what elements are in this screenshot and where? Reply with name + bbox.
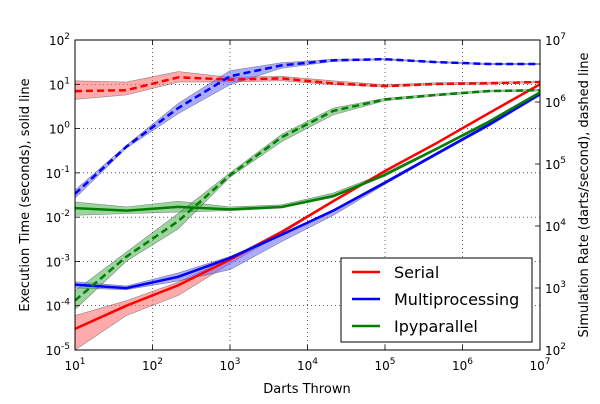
y2-tick-label-exp: 7 — [560, 32, 566, 42]
y2-tick-label: 107 — [545, 32, 566, 48]
x-tick-label-exp: 1 — [80, 357, 86, 367]
y-tick-label-base: 10 — [46, 211, 61, 225]
y-tick-label-base: 10 — [49, 123, 64, 137]
x-tick-label-exp: 6 — [467, 357, 473, 367]
x-tick-label: 103 — [219, 357, 240, 373]
y-tick-label: 102 — [49, 32, 70, 48]
serial-rate-line — [74, 76, 541, 93]
x-tick-label: 102 — [142, 357, 163, 373]
x-tick-label-base: 10 — [374, 359, 389, 373]
legend: Serial Multiprocessing Ipyparallel — [340, 257, 533, 343]
y2-axis-title: Simulation Rate (darts/second), dashed l… — [577, 53, 592, 338]
y-tick-label: 10-1 — [46, 165, 70, 181]
y-tick-label-base: 10 — [46, 300, 61, 314]
y2-tick-label-base: 10 — [545, 344, 560, 358]
x-tick-label-exp: 7 — [545, 357, 551, 367]
y2-tick-label: 105 — [545, 156, 566, 172]
x-tick-label-base: 10 — [64, 359, 79, 373]
y2-tick-label-exp: 2 — [560, 342, 566, 352]
x-tick-label: 105 — [374, 357, 395, 373]
y2-tick-label: 102 — [545, 342, 566, 358]
y2-tick-label-exp: 4 — [560, 218, 566, 228]
multiprocessing-rate-line — [74, 57, 540, 195]
x-tick-label: 104 — [297, 357, 318, 373]
y-tick-label-base: 10 — [49, 34, 64, 48]
x-tick-label-exp: 4 — [312, 357, 318, 367]
legend-label-multiprocessing: Multiprocessing — [394, 290, 519, 309]
x-tick-label: 101 — [64, 357, 85, 373]
y2-tick-label-base: 10 — [545, 220, 560, 234]
y-tick-label-base: 10 — [46, 255, 61, 269]
y-tick-label-base: 10 — [46, 344, 61, 358]
y2-tick-label-exp: 3 — [560, 280, 566, 290]
y-tick-label-exp: 0 — [64, 121, 70, 131]
y-tick-label-exp: -5 — [61, 342, 70, 352]
y-tick-label-exp: -1 — [61, 165, 70, 175]
y-tick-label-exp: 2 — [64, 32, 70, 42]
serial-time-line — [74, 83, 541, 331]
y-tick-label: 101 — [49, 76, 70, 92]
y2-tick-label-base: 10 — [545, 282, 560, 296]
y2-tick-label-base: 10 — [545, 96, 560, 110]
y-tick-label: 10-2 — [46, 209, 70, 225]
y-tick-label-exp: -2 — [61, 209, 70, 219]
x-tick-label-exp: 2 — [157, 357, 163, 367]
y-tick-label-base: 10 — [49, 78, 64, 92]
legend-label-serial: Serial — [394, 263, 439, 282]
y-tick-label: 10-3 — [46, 253, 70, 269]
y-tick-label: 100 — [49, 121, 70, 137]
series-lines — [74, 57, 541, 331]
tick-layer: 101 102 103 104 105 106 10710-510-410-310-210-… — [46, 32, 567, 373]
y-tick-label: 10-5 — [46, 342, 70, 358]
y2-tick-label: 106 — [545, 94, 566, 110]
x-axis-title: Darts Thrown — [263, 382, 350, 397]
y2-tick-label-exp: 6 — [560, 94, 566, 104]
y2-tick-label-base: 10 — [545, 34, 560, 48]
x-tick-label-exp: 5 — [390, 357, 396, 367]
x-tick-label: 107 — [529, 357, 550, 373]
y-tick-label-base: 10 — [46, 167, 61, 181]
x-tick-label-base: 10 — [219, 359, 234, 373]
x-tick-label-exp: 3 — [235, 357, 241, 367]
y-tick-label-exp: -3 — [61, 253, 70, 263]
legend-label-ipyparallel: Ipyparallel — [394, 317, 478, 336]
x-tick-label-base: 10 — [529, 359, 544, 373]
y-tick-label: 10-4 — [46, 298, 71, 314]
y2-tick-label-exp: 5 — [560, 156, 566, 166]
x-tick-label-base: 10 — [452, 359, 467, 373]
y-tick-label-exp: -4 — [61, 298, 70, 308]
y2-tick-label: 104 — [545, 218, 566, 234]
x-tick-label-base: 10 — [297, 359, 312, 373]
y-tick-label-exp: 1 — [64, 76, 70, 86]
ipyparallel-time-line — [74, 91, 541, 212]
x-tick-label-base: 10 — [142, 359, 157, 373]
ipyparallel-rate-line — [74, 88, 541, 302]
multiprocessing-time-line — [74, 93, 541, 290]
y-axis-title: Execution Time (seconds), solid line — [18, 78, 33, 311]
y2-tick-label-base: 10 — [545, 158, 560, 172]
x-tick-label: 106 — [452, 357, 473, 373]
y2-tick-label: 103 — [545, 280, 566, 296]
